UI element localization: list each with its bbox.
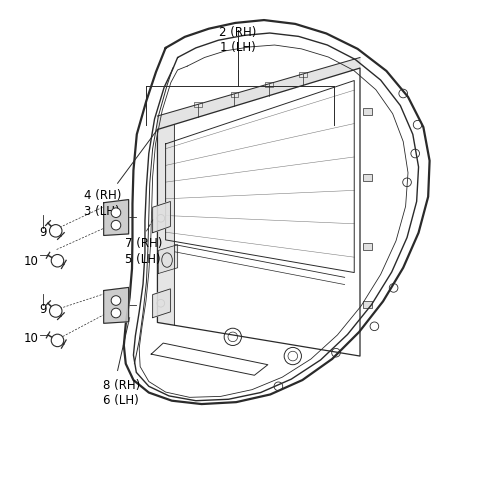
Text: 2 (RH)
1 (LH): 2 (RH) 1 (LH) [219,26,256,54]
Polygon shape [153,202,170,233]
Bar [363,174,372,181]
Bar [363,108,372,115]
Circle shape [51,254,64,267]
Polygon shape [158,245,178,273]
Polygon shape [157,124,174,325]
Bar [265,82,273,87]
Circle shape [49,225,62,237]
Bar [363,243,372,250]
Circle shape [49,305,62,317]
Polygon shape [153,289,170,318]
Text: 8 (RH)
6 (LH): 8 (RH) 6 (LH) [103,379,141,407]
Bar [300,72,307,77]
Text: 7 (RH)
5 (LH): 7 (RH) 5 (LH) [125,238,162,265]
Text: 9: 9 [39,303,47,316]
Text: 10: 10 [24,255,38,268]
Circle shape [111,221,121,230]
Bar [230,92,238,97]
Circle shape [111,308,121,318]
Circle shape [111,208,121,218]
Bar [363,301,372,307]
Circle shape [51,334,64,347]
Text: 4 (RH)
3 (LH): 4 (RH) 3 (LH) [84,190,121,218]
Text: 10: 10 [24,332,38,345]
Polygon shape [104,200,129,236]
Circle shape [224,328,241,345]
Polygon shape [104,287,129,323]
Text: 9: 9 [39,226,47,239]
Circle shape [284,347,301,365]
Bar [194,102,202,107]
Polygon shape [157,57,360,130]
Circle shape [111,296,121,305]
